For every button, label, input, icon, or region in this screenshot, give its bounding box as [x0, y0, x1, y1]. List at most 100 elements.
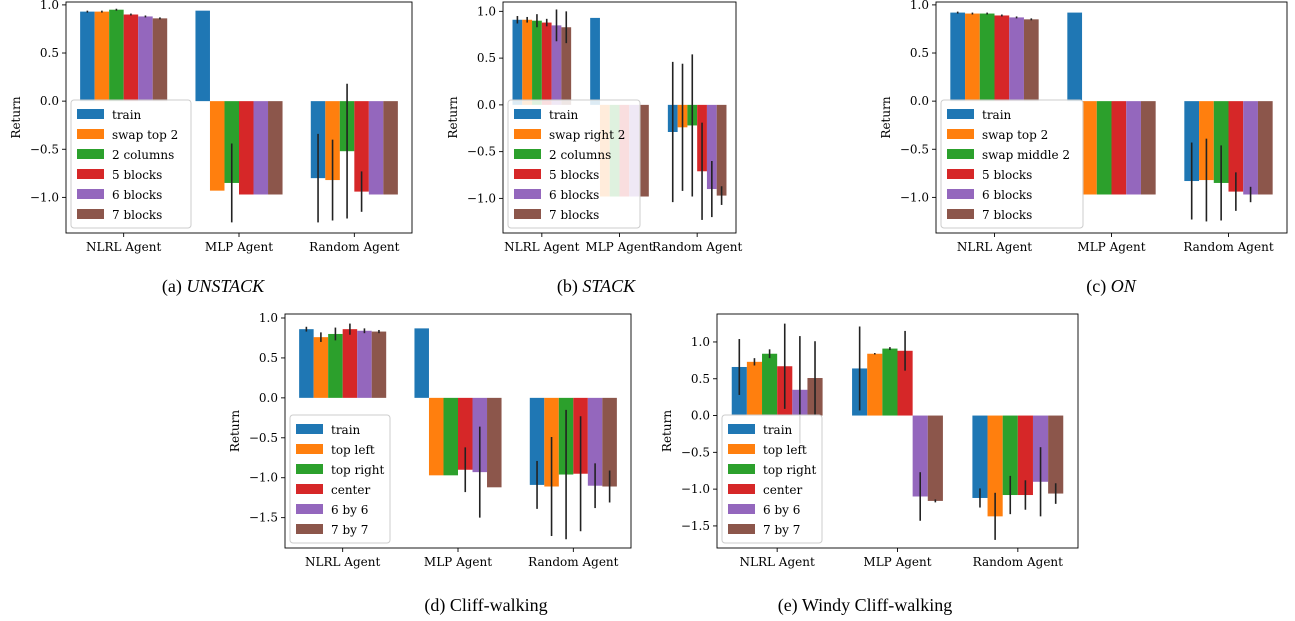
y-tick-label: 0.0 [40, 94, 59, 108]
caption-title: Cliff-walking [450, 595, 548, 615]
bar-5-blocks-random-agent [354, 101, 369, 192]
chart-panel-1: 1.0 0.5 0.0 −0.5 −1.0 NLRL Agent MLP Agent Rand… [9, 0, 413, 297]
bar-train-nlrl-agent [299, 329, 314, 398]
legend-swatch [514, 109, 541, 119]
legend-entry: 2 columns [112, 148, 174, 162]
legend-swatch [728, 444, 755, 454]
bar-6-blocks-random-agent [1243, 101, 1258, 195]
bar-2-columns-nlrl-agent [532, 20, 542, 105]
legend-swatch [947, 189, 974, 199]
x-tick-label: MLP Agent [424, 555, 492, 569]
x-tick-label: Random Agent [1183, 240, 1273, 254]
chart-panel-4: 1.0 0.5 0.0 −0.5 −1.0 −1.5 NLRL Agent MLP Agent… [228, 311, 632, 616]
y-axis-label: Return [879, 96, 893, 138]
legend-entry: 7 blocks [549, 208, 599, 222]
legend-swatch [296, 504, 323, 514]
y-tick-label: 0.5 [910, 46, 929, 60]
y-axis-label: Return [9, 96, 23, 138]
figure-caption: (c) ON [1086, 276, 1136, 297]
bar-7-by-7-mlp-agent [487, 397, 502, 488]
bar-7-blocks-random-agent [1257, 101, 1273, 195]
legend-entry: center [331, 483, 370, 497]
bar-6-blocks-nlrl-agent [551, 25, 562, 105]
y-tick-label: −1.5 [249, 511, 278, 525]
bar-top-left-mlp-agent [867, 353, 883, 416]
y-tick-label: 1.0 [477, 4, 496, 18]
figure-caption: (e) Windy Cliff-walking [778, 595, 953, 616]
y-tick-label: 0.5 [259, 351, 278, 365]
bar-top-right-mlp-agent [443, 397, 458, 476]
x-tick-label: Random Agent [528, 555, 618, 569]
legend-entry: 6 blocks [112, 188, 162, 202]
legend-swatch [296, 484, 323, 494]
x-tick-label: MLP Agent [205, 240, 273, 254]
legend-entry: 5 blocks [549, 168, 599, 182]
bar-center-mlp-agent [458, 397, 473, 470]
bar-train-mlp-agent [1067, 12, 1083, 102]
bar-6-blocks-nlrl-agent [1009, 17, 1024, 102]
x-tick-label: MLP Agent [863, 555, 931, 569]
y-tick-label: −0.5 [249, 431, 278, 445]
bar-2-columns-mlp-agent [224, 101, 239, 183]
bar-top-left-random-agent [987, 415, 1003, 517]
legend-swatch [77, 109, 104, 119]
y-tick-label: 0.5 [40, 46, 59, 60]
bar-train-random-agent [1184, 101, 1200, 182]
y-tick-label: −1.0 [681, 482, 710, 496]
bar-center-nlrl-agent [342, 329, 358, 398]
legend-swatch [514, 189, 541, 199]
legend-swatch [947, 109, 974, 119]
legend-entry: swap right 2 [549, 128, 625, 142]
bar-center-mlp-agent [897, 350, 913, 416]
bar-5-blocks-nlrl-agent [994, 15, 1010, 102]
y-tick-label: −1.5 [681, 519, 710, 533]
legend-entry: top right [763, 463, 817, 477]
bar-7-by-7-mlp-agent [927, 415, 943, 501]
bar-train-nlrl-agent [950, 12, 966, 102]
bar-6-blocks-mlp-agent [253, 101, 269, 195]
legend-swatch [947, 209, 974, 219]
y-tick-label: −0.5 [467, 145, 496, 159]
bar-7-blocks-mlp-agent [639, 104, 649, 197]
y-tick-label: 0.0 [259, 391, 278, 405]
bar-6-blocks-nlrl-agent [138, 16, 153, 102]
legend [940, 99, 1084, 229]
legend-swatch [514, 149, 541, 159]
y-tick-label: −1.0 [249, 471, 278, 485]
y-tick-label: 0.0 [477, 98, 496, 112]
bar-top-right-mlp-agent [882, 348, 898, 416]
bar-train-nlrl-agent [512, 19, 523, 105]
bar-train-nlrl-agent [80, 11, 95, 102]
legend-swatch [514, 169, 541, 179]
legend-entry: 7 by 7 [331, 523, 368, 537]
legend-swatch [77, 209, 104, 219]
bar-train-random-agent [529, 397, 545, 485]
legend-swatch [296, 424, 323, 434]
legend-entry: train [982, 108, 1012, 122]
y-axis-label: Return [228, 410, 242, 452]
legend-entry: 6 blocks [982, 188, 1032, 202]
bar-swap-middle-2-mlp-agent [1096, 101, 1112, 195]
y-tick-label: 0.5 [691, 372, 710, 386]
bar-7-by-7-random-agent [1048, 415, 1064, 494]
bar-5-blocks-mlp-agent [1111, 101, 1127, 195]
y-axis-label: Return [446, 96, 460, 138]
legend-swatch [728, 424, 755, 434]
legend-entry: center [763, 483, 802, 497]
bar-swap-middle-2-random-agent [1213, 101, 1229, 183]
legend-swatch [947, 129, 974, 139]
x-tick-label: Random Agent [309, 240, 399, 254]
x-tick-label: Random Agent [652, 240, 742, 254]
legend-entry: swap top 2 [982, 128, 1048, 142]
bar-6-by-6-nlrl-agent [357, 330, 372, 398]
legend-entry: 6 by 6 [763, 503, 800, 517]
bar-7-blocks-nlrl-agent [561, 27, 572, 105]
figure-caption: (b) STACK [557, 276, 636, 297]
caption-title: Windy Cliff-walking [802, 595, 952, 615]
y-tick-label: 1.0 [40, 0, 59, 12]
y-tick-label: −0.5 [681, 445, 710, 459]
bar-top-right-nlrl-agent [328, 333, 343, 398]
legend-entry: top right [331, 463, 385, 477]
legend-swatch [77, 189, 104, 199]
